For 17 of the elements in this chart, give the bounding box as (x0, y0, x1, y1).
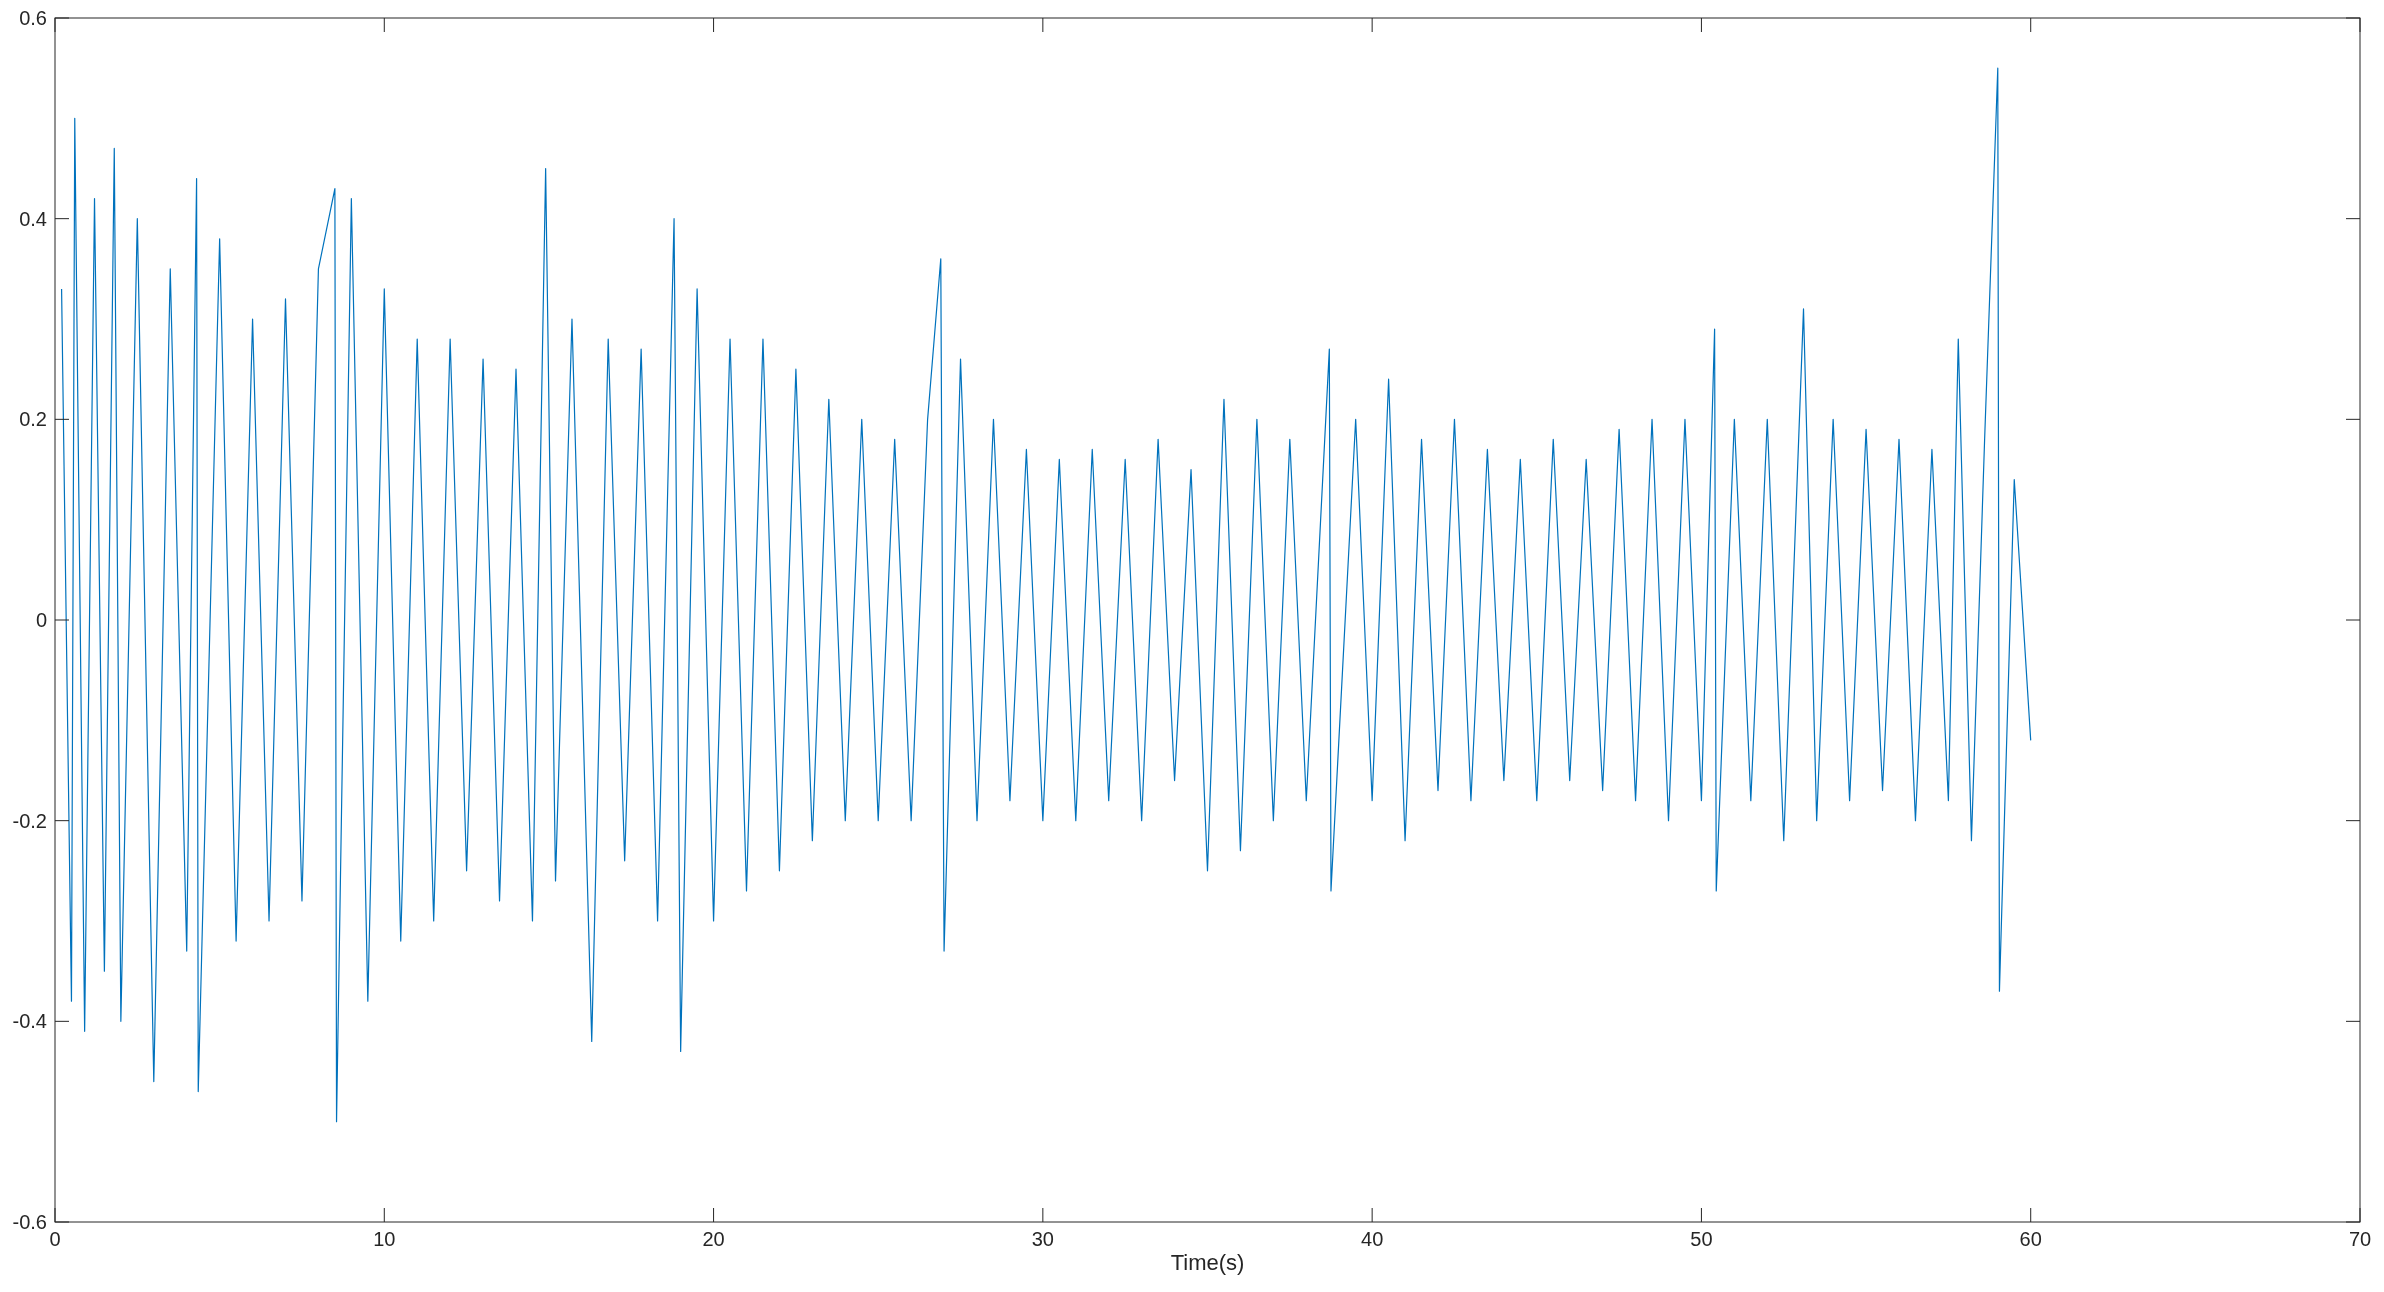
x-tick-label: 70 (2348, 1228, 2372, 1250)
x-tick-label: 30 (1031, 1228, 1054, 1250)
x-tick-label: 0 (49, 1228, 61, 1250)
y-tick-label: -0.4 (12, 1010, 47, 1033)
x-axis-title: Time(s) (1170, 1250, 1245, 1275)
line-series (60, 67, 2032, 1123)
y-tick-label: -0.6 (12, 1211, 47, 1233)
x-tick-label: 60 (2019, 1228, 2042, 1250)
y-tick-label: 0.2 (19, 408, 47, 431)
x-tick-label: 20 (702, 1228, 725, 1250)
y-tick-label: -0.2 (12, 809, 47, 832)
x-tick-label: 40 (1361, 1228, 1384, 1250)
x-tick-label: 10 (373, 1228, 396, 1250)
x-tick-label: 50 (1690, 1228, 1713, 1250)
y-tick-label: 0.4 (19, 207, 47, 230)
y-tick-label: 0.6 (19, 7, 47, 29)
y-tick-label: 0 (35, 609, 47, 631)
